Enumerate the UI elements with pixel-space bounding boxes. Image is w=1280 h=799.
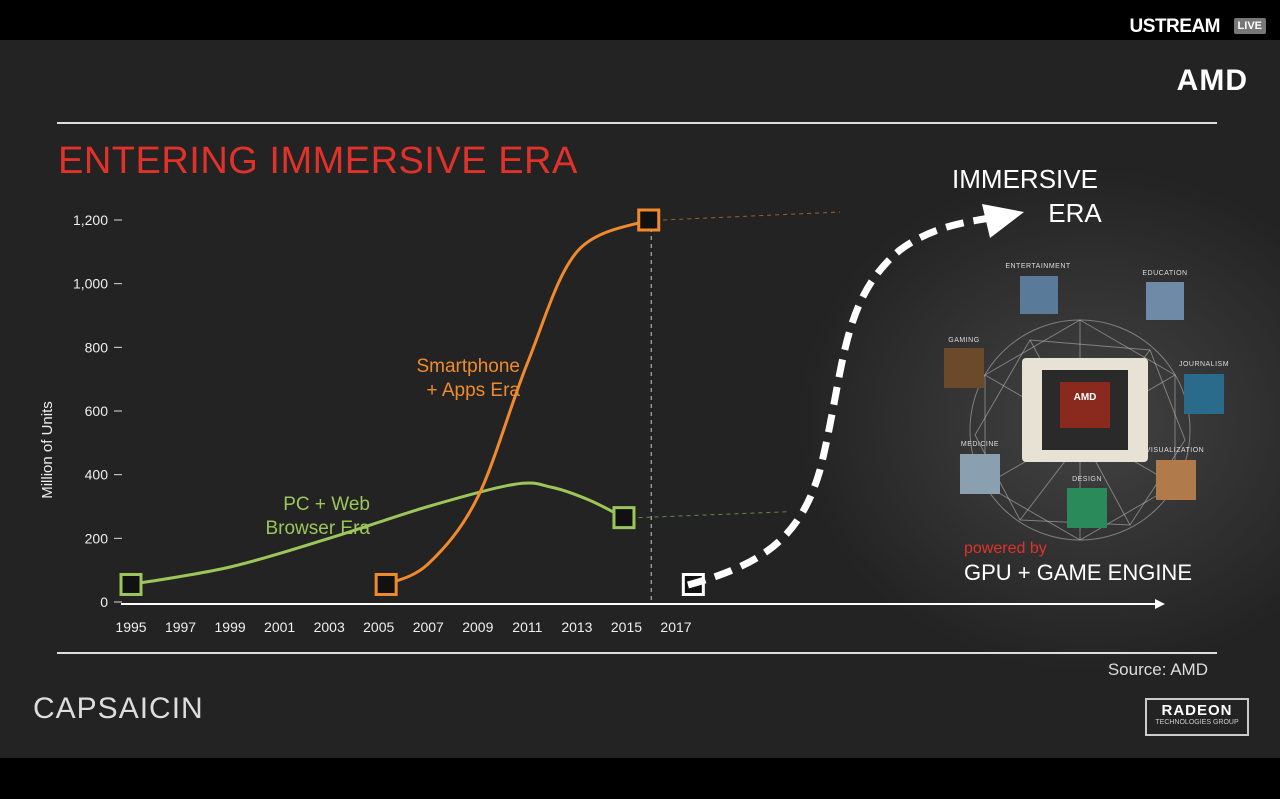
green-projection-line [638,511,791,519]
y-tick-label: 1,200 [73,212,108,228]
y-tick-label: 0 [100,594,108,610]
y-tick-label: 600 [85,403,109,419]
live-badge: LIVE [1233,18,1266,34]
entertainment-photo [1020,276,1058,314]
radeon-logo-subtitle: TECHNOLOGIES GROUP [1155,719,1239,726]
category-education: EDUCATION [1142,270,1187,277]
immersive-era-label-line2: ERA [1048,198,1102,228]
pc-era-label-line2: Browser Era [265,518,370,539]
y-tick-label: 400 [85,467,109,483]
category-design: DESIGN [1072,476,1102,483]
radeon-logo: RADEON TECHNOLOGIES GROUP [1145,698,1249,736]
immersive-era-arrowhead [982,204,1024,238]
x-tick-label: 2015 [611,619,642,635]
smartphone-apps-era-line [385,218,650,586]
x-tick-label: 1997 [165,619,196,635]
x-tick-label: 2011 [512,619,542,635]
category-medicine: MEDICINE [961,441,999,448]
orange-projection-line [663,211,841,221]
stream-bottom-bar [0,758,1280,799]
powered-by-label: powered by [964,540,1047,557]
category-journalism: JOURNALISM [1179,361,1229,368]
x-tick-label: 1999 [215,619,246,635]
smartphone-era-label-line1: Smartphone [416,356,520,377]
amd-logo: AMD [1176,64,1248,97]
radeon-logo-name: RADEON [1161,702,1233,719]
y-tick-label: 800 [85,339,109,355]
series-layer [119,208,705,596]
x-tick-label: 2003 [314,619,345,635]
pc-web-browser-era-marker [119,572,143,596]
gpu-chip-icon: AMD [1022,358,1148,462]
medicine-photo [960,454,1000,494]
x-axis: 1995 1997 1999 2001 2003 2005 2007 2009 2011 2013… [115,619,691,635]
smartphone-apps-era-marker [374,572,398,596]
pc-web-browser-era-marker [612,506,636,530]
immersive-use-cases-graphic: AMD ENTERTAINMENT EDUCATION GAMING JOURN… [944,263,1229,541]
immersive-era-curve [687,214,991,589]
visualization-photo [1156,460,1196,500]
category-entertainment: ENTERTAINMENT [1005,263,1071,270]
ustream-logo: USTREAM [1129,16,1221,37]
source-note: Source: AMD [1107,660,1208,679]
x-tick-label: 1995 [115,619,146,635]
y-tick-label: 200 [85,530,109,546]
chip-label: AMD [1074,392,1097,403]
pc-era-label-line1: PC + Web [283,494,370,515]
design-photo [1067,488,1107,528]
y-axis-label: Million of Units [39,401,56,499]
category-gaming: GAMING [948,337,979,344]
y-tick-label: 1,000 [73,276,108,292]
unit-growth-chart: 0 200 400 600 800 1,000 1,200 1995 1997 1999 2001… [39,164,1229,635]
y-axis: 0 200 400 600 800 1,000 1,200 [73,212,122,610]
stream-top-bar: USTREAM LIVE [0,0,1280,40]
immersive-era-label-line1: IMMERSIVE [952,164,1098,194]
gpu-game-engine-label: GPU + GAME ENGINE [964,560,1192,585]
smartphone-apps-era-marker [637,208,661,232]
x-tick-label: 2013 [561,619,592,635]
pc-web-browser-era-line [130,481,625,586]
journalism-photo [1184,374,1224,414]
category-visualization: VISUALIZATION [1146,447,1205,454]
x-tick-label: 2001 [264,619,295,635]
capsaicin-logo: CAPSAICIN [33,692,204,725]
bottom-divider [57,652,1217,654]
x-tick-label: 2009 [462,619,493,635]
x-tick-label: 2007 [413,619,444,635]
gaming-photo [944,348,984,388]
education-photo [1146,282,1184,320]
top-divider [57,122,1217,124]
slide-title: ENTERING IMMERSIVE ERA [58,140,578,182]
x-axis-arrow-head [1155,599,1165,609]
smartphone-era-label-line2: + Apps Era [427,380,521,401]
x-tick-label: 2017 [660,619,691,635]
x-tick-label: 2005 [363,619,394,635]
